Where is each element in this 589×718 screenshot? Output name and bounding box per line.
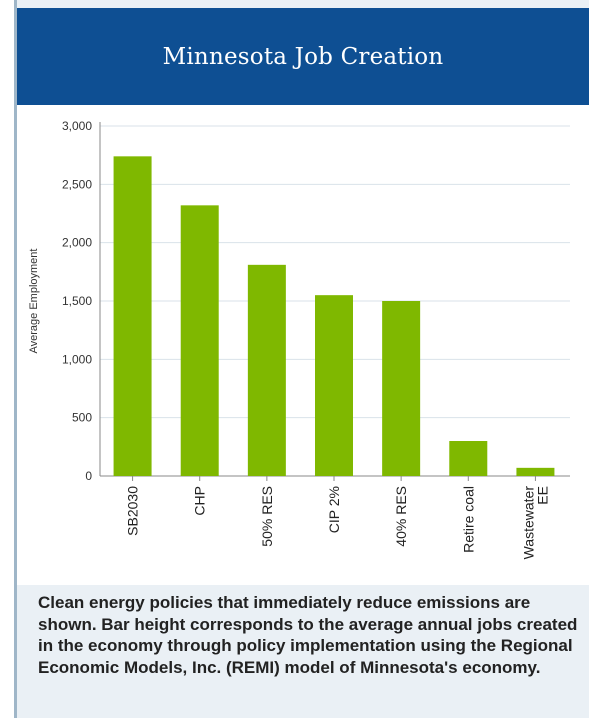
bar-cip-2- xyxy=(315,295,353,476)
x-tick-label: CIP 2% xyxy=(326,486,342,533)
x-tick-label: 50% RES xyxy=(259,486,275,547)
y-tick-label: 2,500 xyxy=(62,177,92,191)
chart-title: Minnesota Job Creation xyxy=(162,43,444,70)
x-tick-label: CHP xyxy=(192,486,208,516)
card-left-border xyxy=(14,0,17,718)
bar-sb2030 xyxy=(113,156,152,477)
y-tick-label: 2,000 xyxy=(62,236,92,250)
bar-chart: 0 500 1,000 1,500 2,000 2,500 3,000 Average Emp… xyxy=(28,119,570,560)
y-tick-label: 1,500 xyxy=(62,294,92,308)
bar-50-res xyxy=(247,264,286,476)
x-tick-label: SB2030 xyxy=(125,486,141,536)
y-tick-label: 0 xyxy=(85,469,92,483)
bar-retire-coal xyxy=(449,441,488,476)
y-axis-label: Average Employment xyxy=(28,249,40,354)
x-tick-label: WastewaterEE xyxy=(520,486,550,560)
y-tick-label: 3,000 xyxy=(62,119,92,133)
bar-chp xyxy=(180,205,219,476)
bar-40-res xyxy=(382,301,421,476)
x-tick-label: Retire coal xyxy=(460,486,476,553)
y-tick-label: 500 xyxy=(72,411,92,425)
chart-header: Minnesota Job Creation xyxy=(17,8,589,105)
y-tick-label: 1,000 xyxy=(62,352,92,366)
chart-caption: Clean energy policies that immediately r… xyxy=(38,593,578,677)
plot-panel: 0 500 1,000 1,500 2,000 2,500 3,000 Average Emp… xyxy=(17,105,589,585)
x-tick-label: 40% RES xyxy=(393,486,409,547)
bar-wastewater-ee xyxy=(516,467,555,476)
